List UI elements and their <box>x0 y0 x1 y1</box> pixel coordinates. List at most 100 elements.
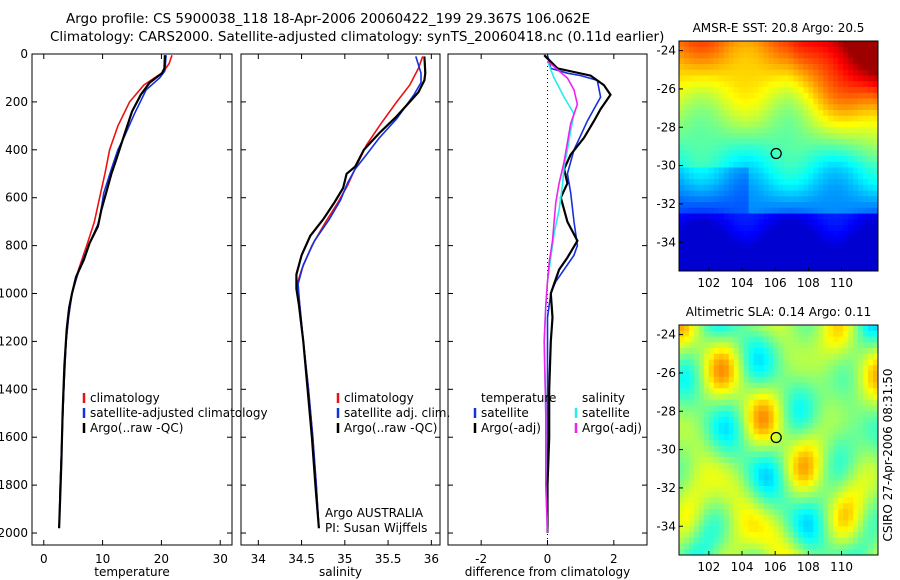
heatmap-cell <box>723 242 730 249</box>
heatmap-cell <box>733 526 740 533</box>
heatmap-cell <box>833 359 839 366</box>
map-x-tick-label: 102 <box>697 560 720 574</box>
heatmap-cell <box>818 405 824 412</box>
heatmap-cell <box>803 184 809 191</box>
heatmap-cell <box>778 52 784 59</box>
heatmap-cell <box>818 213 824 220</box>
heatmap-cell <box>858 537 864 544</box>
heatmap-cell <box>788 248 794 255</box>
heatmap-cell <box>793 537 799 544</box>
heatmap-cell <box>763 196 769 203</box>
x-tick-label: 34.5 <box>288 552 315 566</box>
heatmap-cell <box>733 236 740 243</box>
heatmap-cell <box>783 248 789 255</box>
heatmap-cell <box>743 179 750 186</box>
heatmap-cell <box>728 348 735 355</box>
heatmap-cell <box>778 342 784 349</box>
heatmap-cell <box>808 365 814 372</box>
heatmap-cell <box>868 359 874 366</box>
heatmap-cell <box>698 537 705 544</box>
heatmap-cell <box>713 549 720 556</box>
heatmap-cell <box>833 348 839 355</box>
heatmap-cell <box>863 497 869 504</box>
heatmap-cell <box>823 532 829 539</box>
heatmap-cell <box>793 133 799 140</box>
heatmap-cell <box>873 225 879 232</box>
heatmap-cell <box>858 417 864 424</box>
heatmap-cell <box>813 428 819 435</box>
heatmap-cell <box>773 110 779 117</box>
legend-entry: Argo(-adj) <box>481 421 541 435</box>
heatmap-cell <box>868 219 874 226</box>
heatmap-cell <box>778 411 784 418</box>
heatmap-cell <box>753 342 760 349</box>
heatmap-cell <box>828 486 834 493</box>
heatmap-cell <box>828 87 834 94</box>
heatmap-cell <box>813 353 819 360</box>
heatmap-cell <box>793 92 799 99</box>
heatmap-cell <box>788 549 794 556</box>
heatmap-cell <box>828 236 834 243</box>
heatmap-cell <box>848 405 854 412</box>
heatmap-cell <box>713 196 720 203</box>
heatmap-cell <box>863 520 869 527</box>
heatmap-cell <box>853 236 859 243</box>
heatmap-cell <box>753 167 760 174</box>
heatmap-cell <box>768 184 774 191</box>
heatmap-cell <box>743 480 750 487</box>
heatmap-cell <box>843 46 849 53</box>
heatmap-cell <box>723 225 730 232</box>
heatmap-cell <box>778 336 784 343</box>
heatmap-cell <box>703 219 710 226</box>
heatmap-cell <box>798 110 804 117</box>
heatmap-cell <box>853 248 859 255</box>
heatmap-cell <box>863 411 869 418</box>
heatmap-cell <box>708 503 715 510</box>
heatmap-cell <box>803 156 809 163</box>
heatmap-cell <box>768 190 774 197</box>
heatmap-cell <box>793 376 799 383</box>
heatmap-cell <box>753 371 760 378</box>
heatmap-cell <box>803 353 809 360</box>
heatmap-cell <box>738 486 745 493</box>
heatmap-cell <box>683 121 690 128</box>
heatmap-cell <box>863 150 869 157</box>
heatmap-cell <box>698 376 705 383</box>
heatmap-cell <box>873 87 879 94</box>
heatmap-cell <box>833 365 839 372</box>
heatmap-cell <box>718 196 725 203</box>
heatmap-cell <box>843 342 849 349</box>
heatmap-cell <box>773 434 779 441</box>
heatmap-cell <box>858 440 864 447</box>
heatmap-cell <box>768 173 774 180</box>
heatmap-cell <box>768 58 774 65</box>
heatmap-cell <box>818 520 824 527</box>
heatmap-cell <box>843 225 849 232</box>
heatmap-cell <box>808 190 814 197</box>
heatmap-cell <box>768 451 774 458</box>
heatmap-cell <box>833 58 839 65</box>
heatmap-cell <box>838 474 844 481</box>
heatmap-cell <box>873 184 879 191</box>
heatmap-cell <box>723 150 730 157</box>
heatmap-cell <box>768 371 774 378</box>
heatmap-cell <box>803 382 809 389</box>
heatmap-cell <box>698 173 705 180</box>
heatmap-cell <box>758 532 764 539</box>
heatmap-cell <box>683 486 690 493</box>
heatmap-cell <box>693 87 700 94</box>
heatmap-cell <box>728 167 735 174</box>
heatmap-cell <box>863 41 869 48</box>
heatmap-cell <box>728 474 735 481</box>
heatmap-cell <box>778 537 784 544</box>
heatmap-cell <box>758 236 764 243</box>
heatmap-cell <box>873 445 879 452</box>
heatmap-cell <box>713 491 720 498</box>
heatmap-cell <box>873 248 879 255</box>
heatmap-cell <box>858 167 864 174</box>
heatmap-cell <box>818 468 824 475</box>
heatmap-cell <box>813 440 819 447</box>
heatmap-cell <box>858 173 864 180</box>
heatmap-cell <box>773 520 779 527</box>
heatmap-cell <box>758 173 764 180</box>
